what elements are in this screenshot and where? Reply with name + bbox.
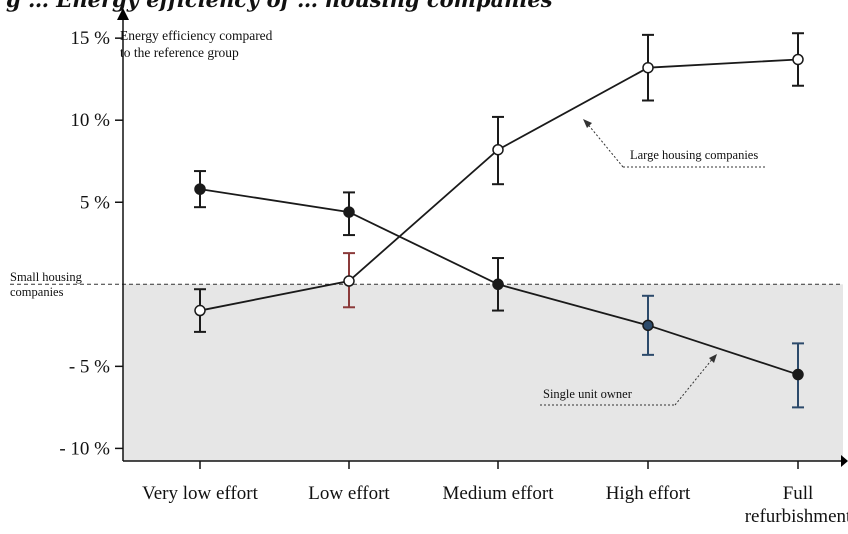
x-tick-label: High effort bbox=[606, 483, 691, 504]
y-ticks: 15 % 10 % 5 % - 5 % - 10 % bbox=[59, 28, 123, 459]
series-single-unit bbox=[194, 170, 804, 409]
series-group bbox=[194, 32, 804, 409]
x-tick-label: Low effort bbox=[308, 483, 390, 504]
data-point bbox=[792, 368, 804, 381]
header-caption: g … Energy efficiency of … housing compa… bbox=[6, 0, 553, 12]
y-tick-label: 15 % bbox=[70, 28, 110, 49]
large-label-arrowhead bbox=[583, 119, 592, 128]
data-point bbox=[343, 275, 355, 287]
large-label-leader bbox=[585, 121, 624, 168]
y-tick-label: 10 % bbox=[70, 110, 110, 131]
small-housing-label: Small housing companies bbox=[10, 270, 82, 299]
annotation-leaders bbox=[540, 119, 765, 406]
x-tick-label: Full refurbishment bbox=[745, 483, 848, 527]
data-point bbox=[194, 183, 206, 195]
large-housing-label: Large housing companies bbox=[630, 148, 759, 162]
single-label-arrowhead bbox=[709, 354, 717, 363]
data-point bbox=[492, 278, 504, 291]
y-axis-arrow-icon bbox=[117, 8, 129, 20]
y-tick-label: - 10 % bbox=[59, 438, 110, 459]
x-axis-arrow-icon bbox=[841, 455, 848, 467]
data-point bbox=[792, 53, 804, 66]
y-tick-label: 5 % bbox=[80, 192, 110, 213]
data-point bbox=[642, 61, 654, 74]
reference-shaded-area bbox=[123, 284, 843, 461]
single-unit-label: Single unit owner bbox=[543, 387, 632, 401]
series-large-housing bbox=[194, 32, 804, 333]
data-point bbox=[642, 319, 654, 332]
y-tick-label: - 5 % bbox=[69, 356, 110, 377]
data-point bbox=[343, 206, 355, 218]
y-axis-title: Energy efficiency compared to the refere… bbox=[120, 28, 273, 60]
x-tick-label: Medium effort bbox=[443, 483, 555, 504]
header-caption-strip: g … Energy efficiency of … housing compa… bbox=[0, 0, 848, 12]
data-point bbox=[492, 143, 504, 156]
x-tick-label: Very low effort bbox=[142, 483, 258, 504]
x-ticks: Very low effort Low effort Medium effort Hi… bbox=[142, 461, 848, 527]
data-point bbox=[194, 304, 206, 317]
